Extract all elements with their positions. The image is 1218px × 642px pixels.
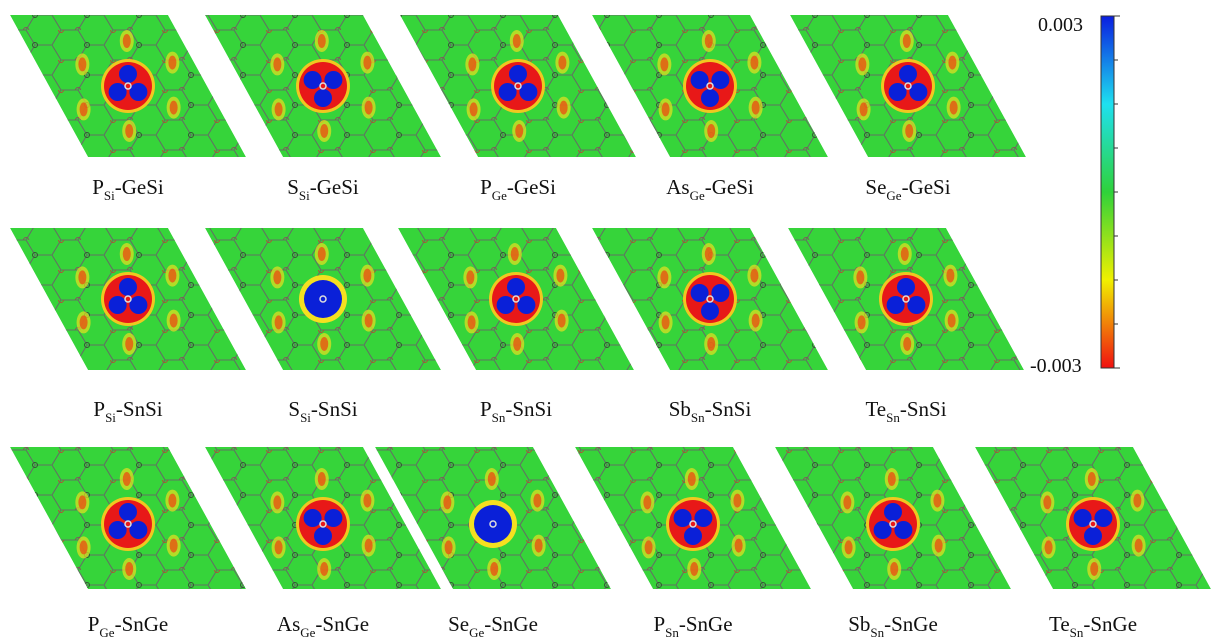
density-panel: PSi-GeSi	[10, 15, 246, 203]
label-element: P	[92, 175, 104, 199]
panel-label: TeSn-SnGe	[1049, 612, 1137, 637]
density-panel: SSi-GeSi	[205, 15, 441, 203]
panel-label: PSn-SnGe	[653, 612, 732, 637]
density-panel: PSn-SnGe	[575, 447, 811, 637]
figure: 0.003 -0.003 PSi-GeSiSSi-GeSiPGe-GeSiAsG…	[0, 0, 1218, 637]
label-element: S	[287, 175, 299, 199]
label-subscript: Sn	[886, 410, 900, 425]
colorbar-min-label: -0.003	[1030, 355, 1082, 377]
panel-label: SeGe-SnGe	[448, 612, 538, 637]
label-subscript: Si	[300, 410, 311, 425]
label-subscript: Sn	[870, 625, 884, 637]
panel-label: PSn-SnSi	[480, 397, 552, 425]
label-subscript: Sn	[691, 410, 705, 425]
density-panel: AsGe-GeSi	[592, 15, 828, 203]
label-element: Sb	[669, 397, 691, 421]
colorbar-max-label: 0.003	[1038, 14, 1083, 36]
label-host: -SnGe	[884, 612, 938, 636]
label-host: -GeSi	[902, 175, 951, 199]
label-subscript: Ge	[300, 625, 315, 637]
label-host: -SnSi	[900, 397, 947, 421]
label-subscript: Ge	[492, 188, 507, 203]
label-host: -SnGe	[115, 612, 169, 636]
panel-label: SbSn-SnSi	[669, 397, 752, 425]
label-element: P	[93, 397, 105, 421]
label-host: -GeSi	[115, 175, 164, 199]
page: 0.003 -0.003 PSi-GeSiSSi-GeSiPGe-GeSiAsG…	[0, 0, 1218, 642]
density-panel: SSi-SnSi	[205, 228, 441, 425]
panel-label: PGe-GeSi	[480, 175, 556, 203]
label-subscript: Sn	[492, 410, 506, 425]
density-panel: PSi-SnSi	[10, 228, 246, 425]
panel-label: SbSn-SnGe	[848, 612, 938, 637]
label-host: -SnSi	[505, 397, 552, 421]
label-host: -GeSi	[507, 175, 556, 199]
label-element: Sb	[848, 612, 870, 636]
label-element: P	[653, 612, 665, 636]
label-host: -SnGe	[1083, 612, 1137, 636]
label-subscript: Ge	[690, 188, 705, 203]
label-subscript: Ge	[99, 625, 114, 637]
density-panel: SeGe-GeSi	[790, 15, 1026, 203]
label-subscript: Ge	[469, 625, 484, 637]
label-element: Te	[865, 397, 886, 421]
label-element: P	[480, 175, 492, 199]
panel-label: SeGe-GeSi	[865, 175, 950, 203]
density-panel: PSn-SnSi	[398, 228, 634, 425]
label-subscript: Ge	[886, 188, 901, 203]
panel-label: AsGe-SnGe	[277, 612, 369, 637]
label-element: P	[480, 397, 492, 421]
panel-label: PGe-SnGe	[88, 612, 169, 637]
label-element: Se	[865, 175, 886, 199]
density-panel: TeSn-SnGe	[975, 447, 1211, 637]
label-subscript: Sn	[1070, 625, 1084, 637]
label-element: As	[666, 175, 689, 199]
colorbar-ticks	[1114, 16, 1120, 368]
label-element: As	[277, 612, 300, 636]
label-host: -SnSi	[116, 397, 163, 421]
label-element: Se	[448, 612, 469, 636]
label-host: -SnGe	[679, 612, 733, 636]
density-panel: SbSn-SnGe	[775, 447, 1011, 637]
density-panel: SbSn-SnSi	[592, 228, 828, 425]
colorbar	[1101, 16, 1114, 368]
label-host: -GeSi	[310, 175, 359, 199]
panel-label: SSi-GeSi	[287, 175, 359, 203]
panel-label: TeSn-SnSi	[865, 397, 946, 425]
label-subscript: Sn	[665, 625, 679, 637]
label-subscript: Si	[105, 410, 116, 425]
label-element: P	[88, 612, 100, 636]
panel-label: SSi-SnSi	[288, 397, 357, 425]
label-host: -SnGe	[315, 612, 369, 636]
panel-label: PSi-GeSi	[92, 175, 164, 203]
panel-label: PSi-SnSi	[93, 397, 162, 425]
label-subscript: Si	[104, 188, 115, 203]
label-subscript: Si	[299, 188, 310, 203]
panel-label: AsGe-GeSi	[666, 175, 754, 203]
density-panel: PGe-SnGe	[10, 447, 246, 637]
density-panel: PGe-GeSi	[400, 15, 636, 203]
density-panel: TeSn-SnSi	[788, 228, 1024, 425]
label-element: S	[288, 397, 300, 421]
label-host: -SnSi	[705, 397, 752, 421]
label-host: -GeSi	[705, 175, 754, 199]
label-host: -SnGe	[484, 612, 538, 636]
label-host: -SnSi	[311, 397, 358, 421]
label-element: Te	[1049, 612, 1070, 636]
